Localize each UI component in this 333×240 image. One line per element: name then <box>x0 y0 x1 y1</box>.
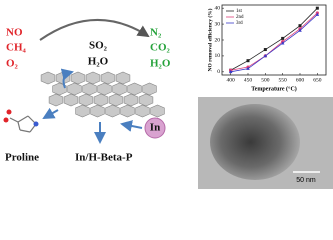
product: CO₂ <box>150 42 171 54</box>
arrow <box>120 120 143 132</box>
point <box>246 59 250 63</box>
figure: NO CH₄ O₂ SO₂ H₂O N₂ CO₂ H₂O Proline In/… <box>3 4 333 189</box>
x-tick-label: 600 <box>296 77 305 83</box>
x-axis-label: Temperature (°C) <box>251 85 297 92</box>
x-tick-label: 650 <box>313 77 322 83</box>
hexagon <box>90 104 105 118</box>
x-tick-label: 450 <box>244 77 253 83</box>
product: H₂O <box>150 58 171 70</box>
hexagon <box>123 93 139 107</box>
reaction-arrow <box>39 19 150 41</box>
reactant: NO <box>6 27 23 39</box>
hexagon <box>78 93 94 107</box>
poison: SO₂ <box>89 40 108 52</box>
metal-label: In <box>150 122 160 134</box>
y-tick-label: 20 <box>215 37 221 43</box>
y-tick-label: 30 <box>215 21 221 27</box>
hexagon <box>48 93 64 107</box>
hexagon <box>97 82 112 96</box>
hexagon <box>63 93 79 107</box>
point <box>228 69 233 74</box>
hexagon <box>150 104 165 118</box>
hexagon <box>112 82 127 96</box>
y-tick-label: 10 <box>215 53 221 59</box>
hexagon <box>115 71 131 85</box>
hexagon <box>108 93 124 107</box>
tem-particle <box>210 104 300 180</box>
x-tick-label: 400 <box>227 77 236 83</box>
point <box>263 48 267 52</box>
ligand-label: Proline <box>5 152 39 164</box>
point <box>315 12 320 16</box>
legend-label: 1st <box>236 9 242 14</box>
legend-label: 3rd <box>236 21 243 26</box>
hexagon <box>100 71 116 85</box>
reactant: CH₄ <box>6 42 27 54</box>
hexagon <box>75 104 90 118</box>
point <box>263 54 268 58</box>
proline-molecule <box>3 109 39 133</box>
point <box>315 6 319 10</box>
hexagon <box>142 82 157 96</box>
y-axis-label: NO removal efficiency (%) <box>206 8 213 71</box>
point <box>298 28 302 32</box>
point <box>280 41 285 45</box>
y-tick-label: 40 <box>215 5 221 11</box>
point <box>298 24 302 28</box>
zeolite-framework <box>40 71 165 118</box>
hexagon <box>67 82 82 96</box>
x-tick-label: 500 <box>261 77 270 83</box>
graphical-abstract: NO CH₄ O₂ SO₂ H₂O N₂ CO₂ H₂O Proline In/… <box>3 4 333 189</box>
point <box>246 66 250 70</box>
hexagon <box>105 104 120 118</box>
series-line <box>230 14 318 73</box>
product: N₂ <box>150 27 162 39</box>
arrow <box>60 68 74 89</box>
hexagon <box>85 71 101 85</box>
hexagon <box>135 104 150 118</box>
series-line <box>230 7 318 71</box>
x-tick-label: 550 <box>279 77 288 83</box>
hexagon <box>138 93 154 107</box>
point <box>281 36 285 40</box>
hexagon <box>52 82 67 96</box>
arrow <box>42 107 59 119</box>
hexagon <box>40 71 56 85</box>
hexagon <box>70 71 86 85</box>
scale-bar-label: 50 nm <box>296 177 316 184</box>
catalyst-label: In/H-Beta-P <box>75 152 133 164</box>
hexagon <box>120 104 135 118</box>
series-line <box>230 12 318 71</box>
y-tick-label: 0 <box>217 69 220 75</box>
hexagon <box>127 82 142 96</box>
poison: H₂O <box>88 56 109 68</box>
reactant: O₂ <box>6 58 19 70</box>
hexagon <box>82 82 97 96</box>
legend-label: 2nd <box>236 15 244 20</box>
hexagon <box>93 93 109 107</box>
metal-circle <box>144 117 166 139</box>
